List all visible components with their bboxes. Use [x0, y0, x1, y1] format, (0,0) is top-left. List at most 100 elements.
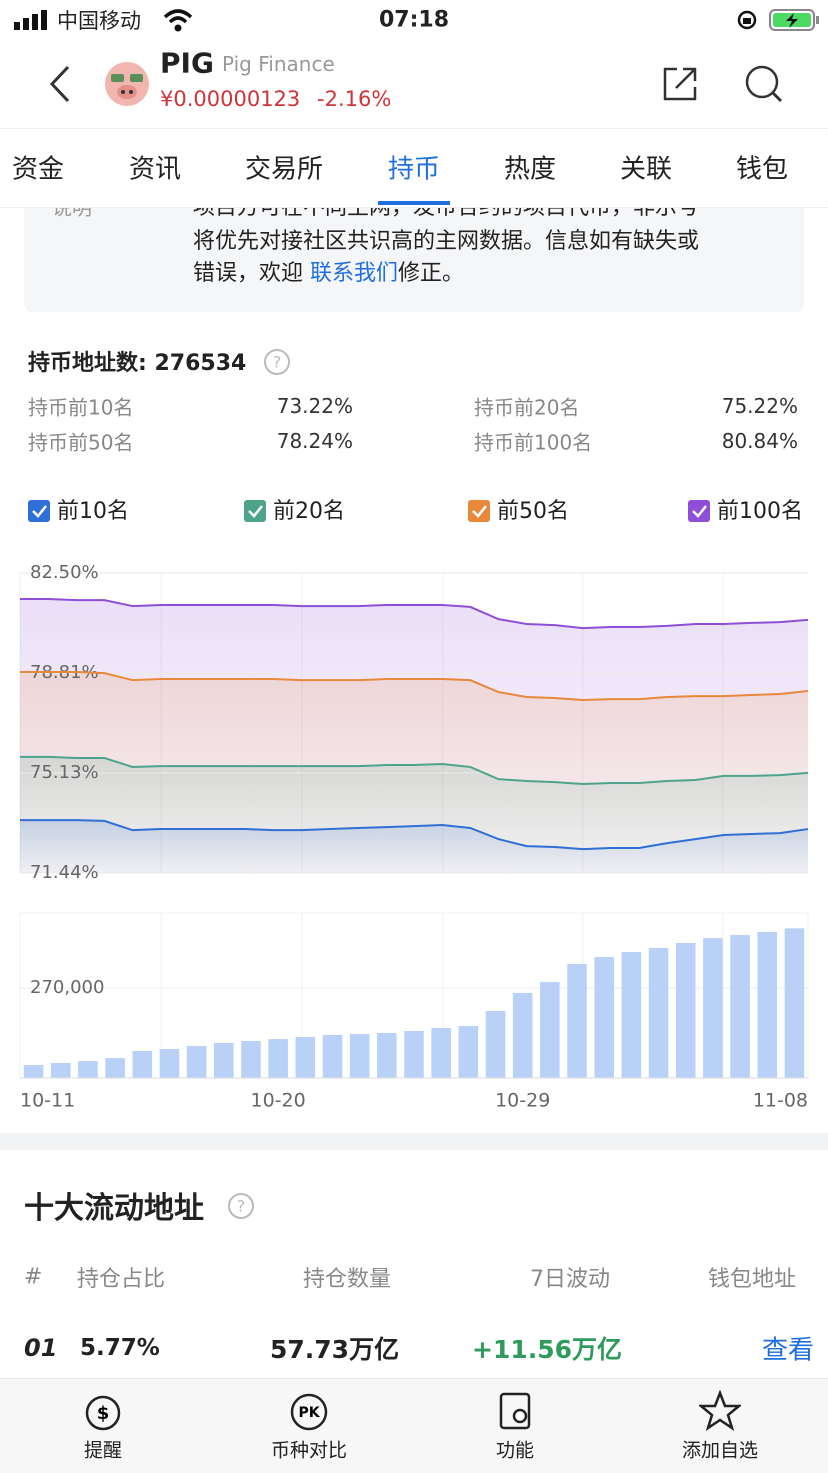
bar — [349, 1034, 370, 1078]
divider — [0, 207, 828, 208]
bar — [214, 1042, 234, 1078]
nav-icon: $ — [85, 1395, 121, 1431]
back-button[interactable] — [44, 64, 74, 104]
wifi-icon — [163, 9, 193, 32]
tab[interactable]: 热度 — [503, 154, 557, 185]
table-cell: +11.56万亿 — [472, 1335, 623, 1364]
bar — [784, 928, 805, 1078]
token-symbol: PIG — [160, 46, 214, 80]
share-button[interactable] — [662, 66, 698, 102]
nav-label[interactable]: 添加自选 — [681, 1439, 759, 1462]
legend-check — [32, 505, 47, 518]
notice-text: 错误，欢迎 — [193, 261, 310, 286]
svg-text:$: $ — [97, 1403, 110, 1424]
bar — [458, 1026, 479, 1078]
table-cell: 01 — [24, 1334, 58, 1362]
x-tick-label: 10-29 — [495, 1090, 550, 1112]
bar — [322, 1035, 343, 1078]
help-icon[interactable]: ? — [263, 348, 291, 376]
legend-check — [692, 505, 707, 518]
tab-underline — [378, 201, 450, 205]
legend-label: 前100名 — [717, 499, 803, 524]
legend-checkbox — [28, 500, 50, 522]
tab[interactable]: 资金 — [11, 154, 65, 185]
tab[interactable]: 关联 — [619, 154, 673, 185]
legend-label: 前50名 — [497, 499, 569, 524]
notice-label: 说明 — [52, 208, 92, 221]
bar — [621, 951, 642, 1078]
notice-line: 将优先对接社区共识高的主网数据。信息如有缺失或 — [193, 229, 700, 254]
tab[interactable]: 钱包 — [735, 154, 789, 185]
bar — [295, 1037, 316, 1078]
search-button[interactable] — [744, 64, 784, 104]
notice-text: 修正。 — [398, 261, 465, 286]
bar — [159, 1049, 180, 1078]
area — [20, 820, 808, 873]
nav-icon: PK — [290, 1393, 328, 1431]
tab[interactable]: 交易所 — [244, 154, 324, 185]
bar — [50, 1062, 71, 1078]
x-tick-label: 11-08 — [753, 1090, 808, 1112]
legend-check — [472, 505, 487, 518]
x-tick-label: 10-20 — [251, 1090, 306, 1112]
legend-checkbox — [688, 500, 710, 522]
bar — [132, 1050, 153, 1078]
column-header: 持仓数量 — [303, 1267, 392, 1292]
help-icon[interactable]: ? — [227, 1192, 255, 1220]
bar — [675, 942, 696, 1078]
carrier: 中国移动 — [57, 9, 141, 33]
nav-icon — [499, 1392, 531, 1430]
signal-icon — [14, 10, 47, 30]
column-header: 持仓占比 — [77, 1267, 166, 1292]
y-tick-label: 270,000 — [30, 977, 104, 998]
view-link[interactable]: 查看 — [762, 1335, 815, 1366]
holders-label: 持币地址数: — [28, 351, 147, 376]
bar — [567, 963, 587, 1078]
bar — [404, 1030, 424, 1078]
svg-text:?: ? — [273, 353, 282, 372]
stat-value: 73.22% — [276, 394, 353, 418]
nav-label[interactable]: 提醒 — [83, 1439, 123, 1462]
bar — [23, 1064, 44, 1078]
nav-label[interactable]: 币种对比 — [270, 1439, 348, 1462]
x-tick-label: 10-11 — [20, 1090, 75, 1112]
nav-label[interactable]: 功能 — [495, 1439, 535, 1462]
legend-label: 前20名 — [273, 499, 345, 524]
notice-line: 错误，欢迎 联系我们修正。 — [193, 255, 464, 287]
bar — [377, 1032, 397, 1078]
section-title: 十大流动地址 — [24, 1191, 204, 1226]
tab[interactable]: 资讯 — [128, 154, 182, 185]
bar — [268, 1039, 288, 1078]
contact-link[interactable]: 联系我们 — [310, 261, 399, 286]
legend-checkbox — [468, 500, 490, 522]
line — [20, 755, 809, 786]
bar — [485, 1010, 506, 1078]
token-name: Pig Finance — [222, 52, 335, 76]
y-tick-label: 75.13% — [30, 762, 99, 783]
stat-value: 78.24% — [276, 429, 353, 453]
stat-label: 持币前50名 — [28, 430, 134, 455]
tab[interactable]: 持币 — [387, 154, 441, 185]
column-header: 钱包地址 — [708, 1267, 797, 1292]
notice-line: 项目方可在不同主网，发币合约的项目代币，非示号 — [193, 208, 699, 221]
charts: 前10名 前20名 前50名 前100名82.50%78.81%75.13%71.44… — [19, 499, 809, 1112]
table-cell: 5.77% — [80, 1335, 160, 1361]
section-gap — [0, 1133, 828, 1150]
bar — [105, 1058, 125, 1078]
y-tick-label: 82.50% — [30, 562, 99, 583]
stat-label: 持币前10名 — [28, 395, 134, 420]
price-change: -2.16% — [317, 87, 392, 111]
nav-icon — [699, 1390, 741, 1431]
holders-value: 276534 — [154, 351, 247, 376]
bar — [730, 935, 750, 1078]
bar — [703, 938, 723, 1078]
line — [20, 598, 809, 630]
bar — [78, 1061, 98, 1078]
bar — [431, 1027, 451, 1078]
bar — [540, 982, 560, 1078]
stat-value: 80.84% — [721, 429, 798, 453]
price: ¥0.00000123 — [160, 87, 301, 111]
table-cell: 57.73万亿 — [270, 1335, 400, 1364]
column-header: 7日波动 — [530, 1267, 610, 1292]
